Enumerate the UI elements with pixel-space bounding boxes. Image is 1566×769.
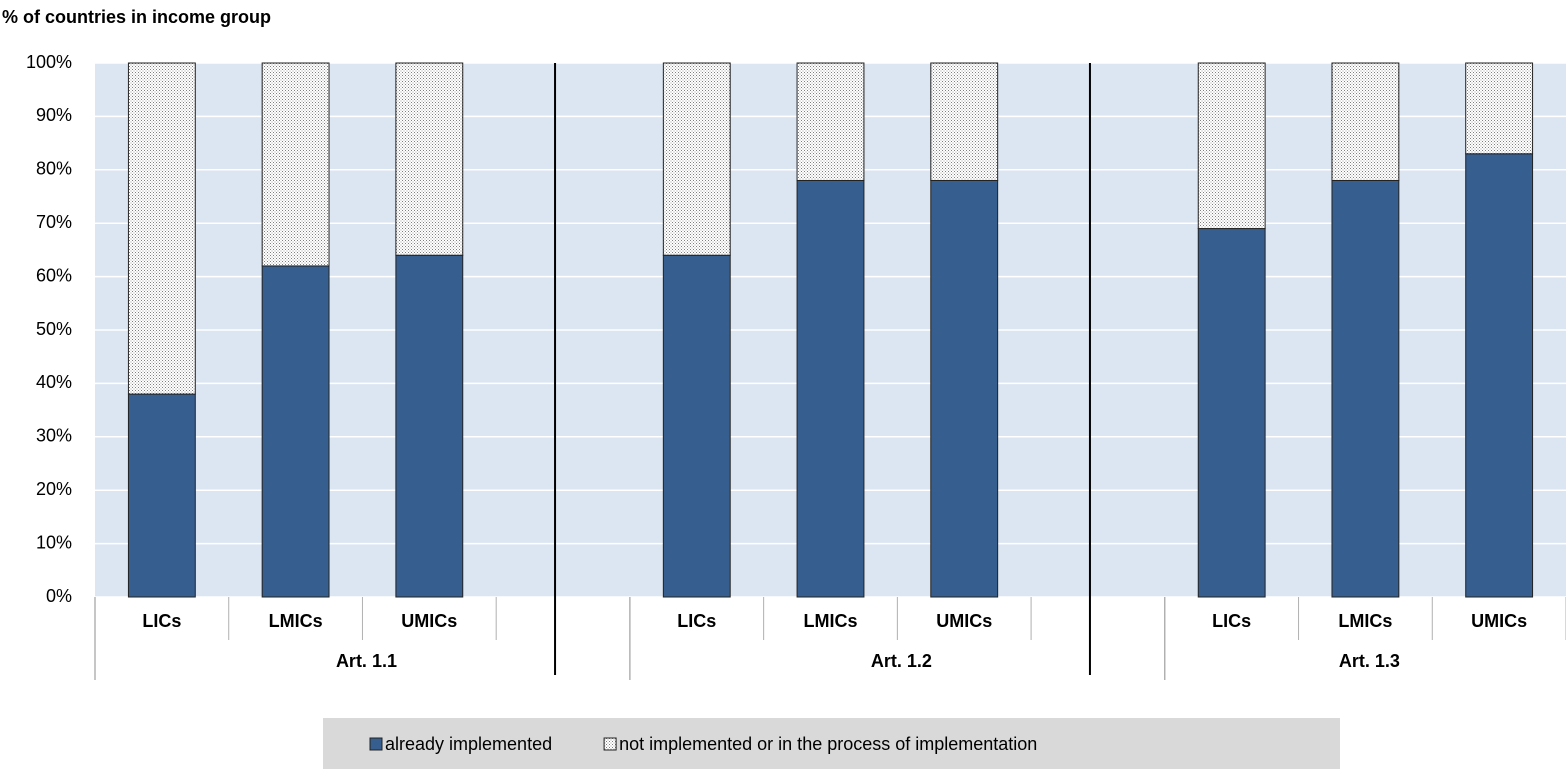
bar xyxy=(930,179,999,598)
bar xyxy=(127,393,196,598)
x-tick-label: LMICs xyxy=(1338,611,1392,631)
x-tick-label: UMICs xyxy=(401,611,457,631)
x-tick-label: UMICs xyxy=(936,611,992,631)
bar xyxy=(1197,62,1266,230)
bar xyxy=(1331,62,1400,181)
bar xyxy=(127,62,196,395)
bar xyxy=(261,265,330,598)
legend-label: already implemented xyxy=(385,734,552,754)
x-tick-label: LICs xyxy=(1212,611,1251,631)
x-tick-label: LICs xyxy=(677,611,716,631)
bar xyxy=(1197,228,1266,598)
legend-swatch xyxy=(603,737,617,751)
bar xyxy=(662,254,731,598)
bar xyxy=(395,254,464,598)
y-tick-label: 90% xyxy=(36,105,72,125)
bar xyxy=(662,62,731,256)
x-tick-label: LMICs xyxy=(269,611,323,631)
y-tick-label: 20% xyxy=(36,479,72,499)
y-tick-label: 100% xyxy=(26,52,72,72)
y-tick-label: 70% xyxy=(36,212,72,232)
group-label: Art. 1.1 xyxy=(336,651,397,671)
y-tick-label: 30% xyxy=(36,426,72,446)
legend-label: not implemented or in the process of imp… xyxy=(619,734,1037,754)
bar xyxy=(1331,179,1400,598)
x-tick-label: LMICs xyxy=(804,611,858,631)
bar xyxy=(395,62,464,256)
x-tick-label: UMICs xyxy=(1471,611,1527,631)
y-tick-label: 0% xyxy=(46,586,72,606)
bar xyxy=(261,62,330,267)
bar xyxy=(796,179,865,598)
bar xyxy=(796,62,865,181)
legend-box xyxy=(323,718,1340,769)
y-tick-label: 60% xyxy=(36,265,72,285)
x-tick-label: LICs xyxy=(142,611,181,631)
group-label: Art. 1.2 xyxy=(871,651,932,671)
group-label: Art. 1.3 xyxy=(1339,651,1400,671)
legend-swatch xyxy=(369,737,383,751)
y-tick-label: 80% xyxy=(36,159,72,179)
chart-title: % of countries in income group xyxy=(2,7,271,27)
bar xyxy=(1465,62,1534,155)
y-tick-label: 40% xyxy=(36,372,72,392)
bar xyxy=(930,62,999,181)
bar xyxy=(1465,153,1534,598)
y-tick-label: 10% xyxy=(36,532,72,552)
y-tick-label: 50% xyxy=(36,319,72,339)
